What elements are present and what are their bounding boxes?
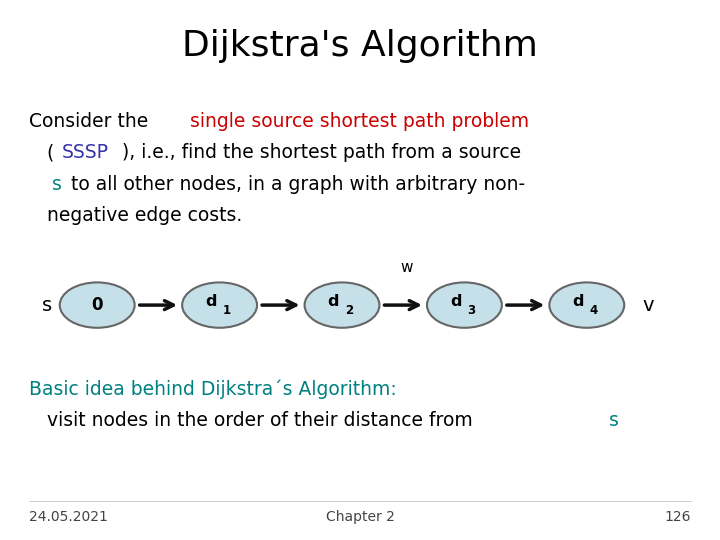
Text: s: s: [42, 295, 52, 315]
Text: v: v: [642, 295, 654, 315]
Text: 3: 3: [467, 304, 476, 317]
Text: (: (: [29, 143, 54, 163]
Text: d: d: [328, 294, 339, 309]
Text: negative edge costs.: negative edge costs.: [29, 206, 242, 225]
Text: 2: 2: [345, 304, 354, 317]
Text: 126: 126: [665, 510, 691, 524]
Text: w: w: [400, 260, 413, 275]
Text: s: s: [609, 410, 619, 430]
Text: to all other nodes, in a graph with arbitrary non-: to all other nodes, in a graph with arbi…: [65, 174, 525, 194]
Text: SSSP: SSSP: [61, 143, 109, 163]
Text: Dijkstra's Algorithm: Dijkstra's Algorithm: [182, 29, 538, 63]
Text: Consider the: Consider the: [29, 112, 154, 131]
Text: d: d: [205, 294, 217, 309]
Ellipse shape: [60, 282, 135, 328]
Text: d: d: [572, 294, 584, 309]
Text: Chapter 2: Chapter 2: [325, 510, 395, 524]
Text: Basic idea behind Dijkstra´s Algorithm:: Basic idea behind Dijkstra´s Algorithm:: [29, 379, 397, 399]
Ellipse shape: [305, 282, 379, 328]
Text: 4: 4: [590, 304, 598, 317]
Text: ), i.e., find the shortest path from a source: ), i.e., find the shortest path from a s…: [122, 143, 521, 163]
Ellipse shape: [182, 282, 257, 328]
Text: single source shortest path problem: single source shortest path problem: [190, 112, 529, 131]
Text: 24.05.2021: 24.05.2021: [29, 510, 108, 524]
Text: 1: 1: [222, 304, 231, 317]
Text: d: d: [450, 294, 462, 309]
Text: s: s: [52, 174, 62, 194]
Text: 0: 0: [91, 296, 103, 314]
Text: visit nodes in the order of their distance from: visit nodes in the order of their distan…: [29, 410, 479, 430]
Ellipse shape: [427, 282, 502, 328]
Ellipse shape: [549, 282, 624, 328]
